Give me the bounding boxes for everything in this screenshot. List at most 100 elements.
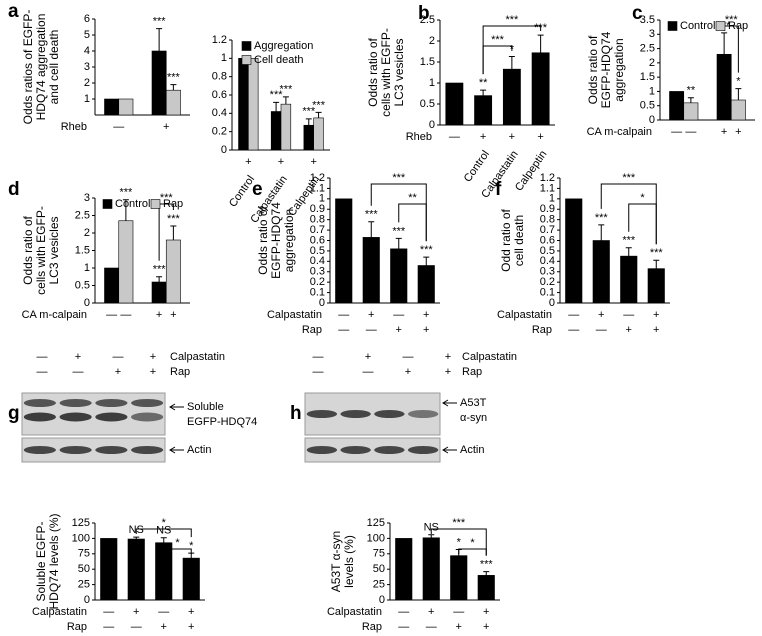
condition-mark: — bbox=[685, 126, 696, 138]
condition-mark: — bbox=[131, 621, 142, 633]
bracket bbox=[458, 548, 487, 556]
error-bar bbox=[156, 28, 163, 51]
condition-mark: — bbox=[453, 606, 464, 618]
y-tick-label: 0.8 bbox=[212, 71, 227, 83]
y-tick-label: 0.3 bbox=[310, 266, 325, 278]
y-tick-label: 0.9 bbox=[310, 203, 325, 215]
y-tick-label: 1 bbox=[84, 262, 90, 274]
condition-mark: + bbox=[735, 126, 741, 138]
condition-mark: — bbox=[120, 309, 131, 321]
y-axis-label: cells with EGFP- bbox=[34, 206, 48, 295]
condition-mark: — bbox=[313, 351, 324, 363]
condition-mark: + bbox=[396, 324, 402, 336]
y-tick-label: 2 bbox=[429, 35, 435, 47]
error-bar bbox=[122, 199, 129, 221]
band bbox=[374, 446, 405, 454]
condition-mark: — bbox=[106, 309, 117, 321]
condition-mark: + bbox=[653, 309, 659, 321]
y-axis-label: and cell death bbox=[47, 30, 61, 105]
condition-mark: — bbox=[398, 606, 409, 618]
band bbox=[306, 410, 338, 418]
bar bbox=[669, 91, 685, 121]
y-tick-label: 0.6 bbox=[212, 89, 227, 101]
band-label: Actin bbox=[187, 444, 211, 456]
bar bbox=[417, 265, 435, 304]
y-axis-label: Odds ratio of bbox=[366, 37, 380, 106]
condition-mark: — bbox=[37, 351, 48, 363]
y-tick-label: 0.3 bbox=[540, 266, 555, 278]
y-tick-label: 0.4 bbox=[212, 107, 227, 119]
condition-mark: + bbox=[75, 351, 81, 363]
band bbox=[95, 446, 128, 454]
condition-mark: + bbox=[423, 324, 429, 336]
y-tick-label: 50 bbox=[78, 563, 90, 575]
bar bbox=[445, 82, 464, 126]
y-tick-label: 1.2 bbox=[540, 172, 555, 184]
y-tick-label: 2 bbox=[84, 77, 90, 89]
condition-name: Rheb bbox=[61, 121, 87, 133]
legend-label: Control bbox=[680, 20, 715, 32]
y-tick-label: 1.2 bbox=[212, 34, 227, 46]
condition-mark: — bbox=[363, 366, 374, 378]
band bbox=[59, 446, 92, 454]
band bbox=[340, 410, 371, 418]
bracket bbox=[628, 203, 657, 245]
band-label: Actin bbox=[460, 444, 484, 456]
condition-mark: + bbox=[483, 606, 489, 618]
y-tick-label: 25 bbox=[78, 579, 90, 591]
legend-label: Aggregation bbox=[254, 40, 313, 52]
error-bar bbox=[133, 536, 140, 540]
condition-mark: + bbox=[445, 351, 451, 363]
bracket-label: * bbox=[640, 192, 645, 204]
y-axis-label: A53T α-syn bbox=[329, 531, 343, 592]
significance: *** bbox=[365, 209, 379, 221]
legend-label: Rap bbox=[728, 20, 748, 32]
y-axis-label: LC3 vesicles bbox=[47, 216, 61, 284]
panel-label: e bbox=[252, 179, 263, 200]
y-tick-label: 75 bbox=[373, 548, 385, 560]
condition-mark: + bbox=[598, 309, 604, 321]
y-tick-label: 0.4 bbox=[540, 255, 555, 267]
y-tick-label: 0 bbox=[549, 297, 555, 309]
condition-mark: + bbox=[150, 351, 156, 363]
y-tick-label: 0 bbox=[221, 144, 227, 156]
y-tick-label: 0.4 bbox=[310, 255, 325, 267]
band bbox=[407, 446, 439, 454]
bar bbox=[165, 89, 181, 116]
y-tick-label: 1.5 bbox=[75, 244, 90, 256]
condition-name: Calpastatin bbox=[170, 351, 225, 363]
y-axis-label: LC3 vesicles bbox=[392, 38, 406, 106]
bar bbox=[450, 555, 468, 601]
condition-mark: — bbox=[366, 324, 377, 336]
y-axis-label: aggregation bbox=[612, 38, 626, 101]
y-tick-label: 3 bbox=[84, 192, 90, 204]
bar bbox=[620, 255, 638, 304]
y-tick-label: 2.5 bbox=[640, 42, 655, 54]
significance: *** bbox=[153, 16, 167, 28]
panel-label: d bbox=[8, 179, 20, 200]
error-bar bbox=[625, 247, 632, 257]
condition-name: Rap bbox=[67, 621, 87, 633]
condition-mark: + bbox=[161, 621, 167, 633]
bar bbox=[477, 575, 495, 601]
bar bbox=[118, 98, 134, 116]
condition-mark: — bbox=[568, 324, 579, 336]
condition-mark: + bbox=[368, 309, 374, 321]
y-tick-label: 125 bbox=[72, 517, 90, 529]
band bbox=[23, 446, 56, 454]
band bbox=[131, 399, 164, 407]
significance: *** bbox=[279, 84, 293, 96]
significance: ** bbox=[687, 85, 696, 97]
bracket-label: *** bbox=[725, 14, 739, 26]
panel-label: g bbox=[8, 403, 20, 424]
y-tick-label: 1.5 bbox=[420, 56, 435, 68]
condition-name: CA m-calpain bbox=[22, 309, 87, 321]
y-tick-label: 0.8 bbox=[540, 214, 555, 226]
bar bbox=[390, 248, 408, 304]
y-tick-label: 3.5 bbox=[640, 14, 655, 26]
y-tick-label: 0.1 bbox=[540, 286, 555, 298]
error-bar bbox=[395, 237, 402, 249]
error-bar bbox=[598, 224, 605, 241]
bar bbox=[100, 538, 118, 601]
significance: *** bbox=[420, 244, 434, 256]
